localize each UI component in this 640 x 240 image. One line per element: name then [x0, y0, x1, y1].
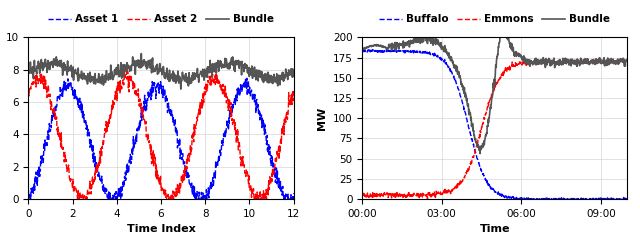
Buffalo	[476, 163, 483, 166]
X-axis label: Time: Time	[479, 224, 510, 234]
Bundle	[227, 62, 234, 65]
Emmons	[623, 60, 631, 63]
Bundle	[41, 60, 49, 63]
Buffalo	[466, 129, 474, 132]
Buffalo	[358, 49, 366, 52]
Bundle	[290, 72, 298, 74]
Asset 1	[243, 77, 251, 80]
Asset 2	[179, 172, 187, 175]
Bundle	[566, 61, 573, 64]
Buffalo	[566, 198, 573, 201]
Asset 1	[253, 107, 261, 110]
Bundle	[498, 28, 506, 31]
Asset 1	[290, 192, 298, 195]
Bundle	[465, 112, 473, 115]
Bundle	[194, 73, 202, 76]
Emmons	[570, 60, 578, 63]
Bundle	[358, 48, 366, 50]
Emmons	[358, 194, 366, 197]
Bundle	[138, 52, 145, 55]
Asset 1	[194, 198, 202, 201]
Legend: Buffalo, Emmons, Bundle: Buffalo, Emmons, Bundle	[375, 10, 614, 29]
Asset 1	[24, 188, 32, 191]
Asset 2	[290, 89, 298, 91]
Bundle	[177, 88, 185, 90]
Asset 1	[41, 138, 49, 141]
Bundle	[385, 43, 393, 46]
X-axis label: Time Index: Time Index	[127, 224, 195, 234]
Emmons	[476, 137, 483, 139]
Bundle	[570, 62, 578, 65]
Asset 2	[41, 75, 49, 78]
Emmons	[565, 60, 573, 62]
Line: Bundle: Bundle	[28, 54, 294, 89]
Bundle	[186, 77, 194, 79]
Bundle	[475, 146, 483, 149]
Buffalo	[383, 48, 390, 51]
Emmons	[385, 191, 393, 194]
Buffalo	[570, 198, 578, 201]
Bundle	[541, 61, 548, 64]
Emmons	[466, 164, 474, 167]
Line: Asset 2: Asset 2	[28, 71, 294, 199]
Asset 2	[253, 198, 261, 201]
Asset 2	[24, 90, 32, 93]
Buffalo	[386, 50, 394, 53]
Emmons	[424, 198, 431, 200]
Line: Emmons: Emmons	[362, 58, 627, 199]
Emmons	[541, 61, 548, 64]
Bundle	[476, 152, 484, 155]
Buffalo	[524, 198, 532, 201]
Bundle	[253, 75, 261, 78]
Buffalo	[541, 198, 548, 200]
Line: Asset 1: Asset 1	[28, 78, 294, 199]
Emmons	[604, 57, 612, 60]
Bundle	[623, 58, 631, 61]
Asset 1	[186, 183, 194, 186]
Asset 2	[122, 69, 130, 72]
Asset 2	[186, 150, 194, 153]
Asset 1	[27, 198, 35, 201]
Asset 2	[74, 198, 81, 201]
Legend: Asset 1, Asset 2, Bundle: Asset 1, Asset 2, Bundle	[44, 10, 278, 29]
Line: Bundle: Bundle	[362, 29, 627, 154]
Line: Buffalo: Buffalo	[362, 49, 627, 200]
Bundle	[179, 74, 187, 77]
Buffalo	[623, 197, 631, 200]
Asset 1	[226, 109, 234, 112]
Y-axis label: MW: MW	[317, 107, 327, 130]
Asset 1	[179, 152, 187, 155]
Asset 2	[227, 105, 234, 108]
Asset 2	[194, 112, 202, 115]
Bundle	[24, 69, 32, 72]
